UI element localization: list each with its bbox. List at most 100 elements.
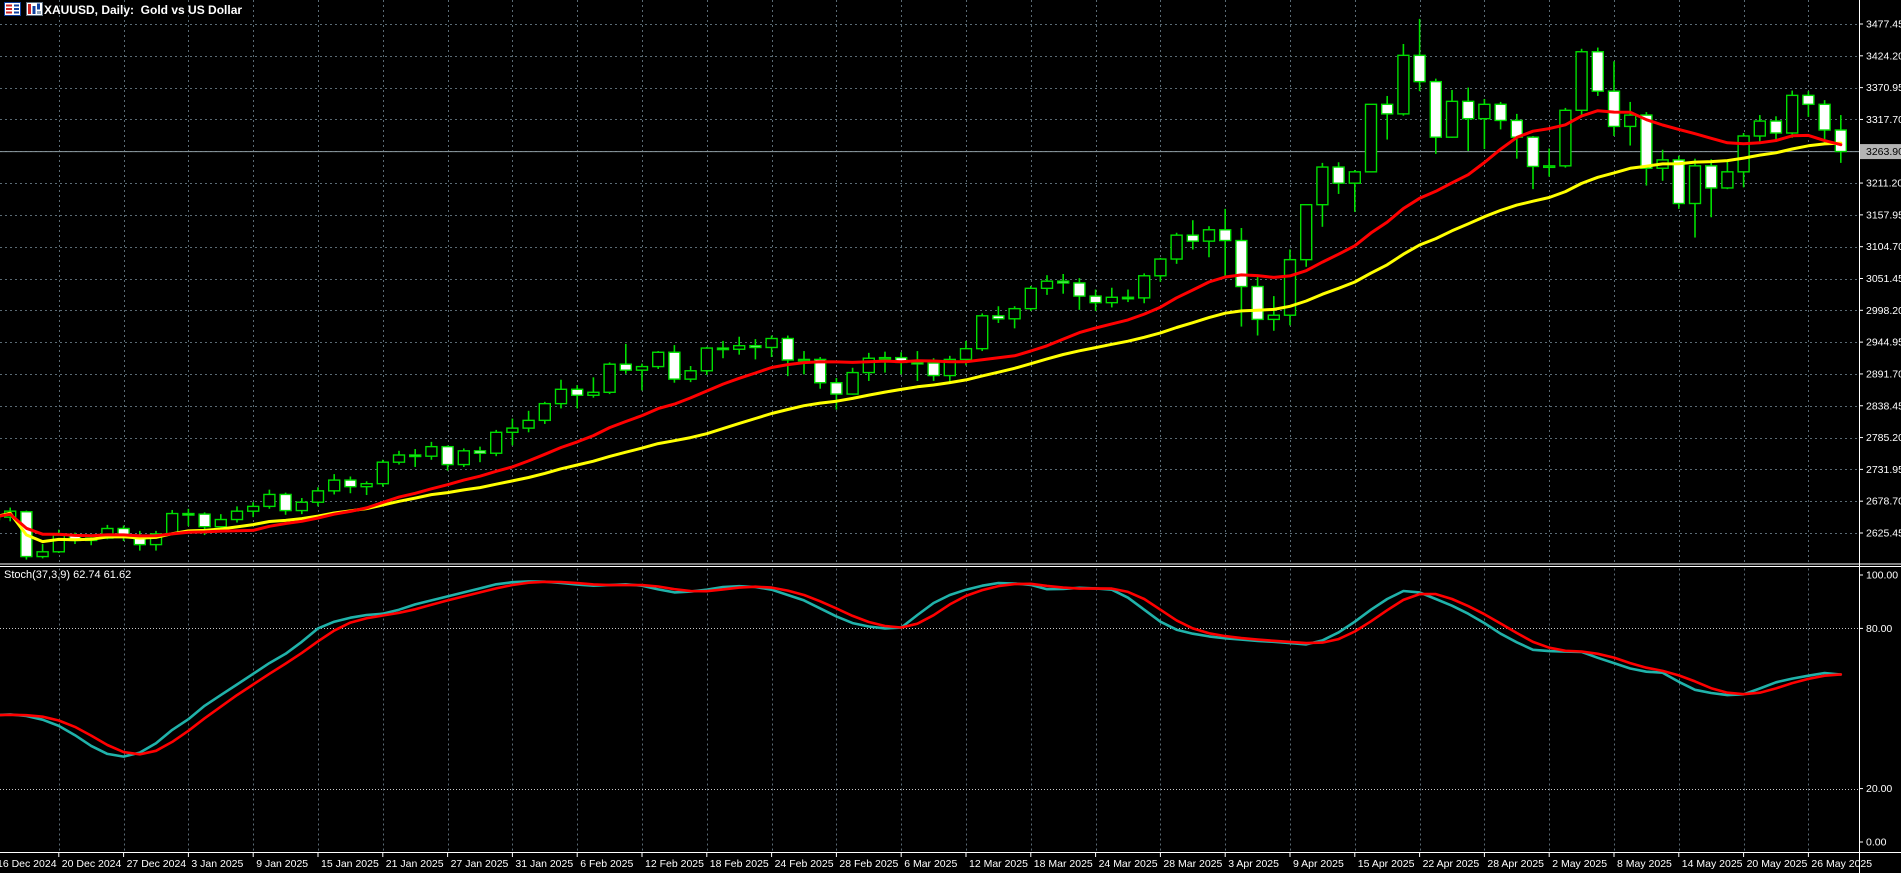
candle-bull [554,388,568,405]
candle-bear [1607,90,1621,128]
date-axis-label: 18 Feb 2025 [710,858,769,870]
candle-bull [797,358,811,362]
candle-bear [1640,114,1653,169]
candle-bull [1008,307,1021,320]
candle-bear [1591,51,1605,92]
candle-bull [1364,103,1378,173]
indicator-axis-label: 0.00 [1866,837,1887,849]
candle-bear [830,382,843,395]
candle-bull [149,533,163,546]
stochastic-main-line [0,580,1843,758]
candle-bull [1170,234,1183,260]
candle-bull [328,479,341,492]
candle-bull [1542,165,1556,169]
candle-bear [1802,94,1815,106]
candle-bear [668,351,681,380]
date-axis-label: 21 Jan 2025 [386,858,444,870]
stochastic-panel[interactable] [0,580,1843,758]
candle-bull [652,351,665,368]
candle-bull [1737,135,1750,173]
date-axis-label: 9 Apr 2025 [1293,858,1344,870]
candle-bull [684,370,697,380]
price-axis-label: 3211.20 [1866,178,1901,190]
candle-bear [911,361,924,365]
candle-bear [1413,54,1426,83]
candle-bear [1218,229,1232,242]
chart-title: XAUUSD, Daily: Gold vs US Dollar [44,3,243,17]
candle-bear [1769,120,1783,134]
candle-bear [1332,166,1345,184]
candle-bull [1316,166,1329,206]
candle-bull [1478,103,1491,120]
chart-corner-icons [4,2,43,16]
date-axis-label: 24 Mar 2025 [1099,858,1158,870]
date-axis-label: 31 Jan 2025 [515,858,573,870]
date-axis-label: 27 Jan 2025 [451,858,509,870]
candle-bull [538,402,551,422]
candle-bear [1429,80,1443,138]
date-axis-label: 28 Feb 2025 [839,858,898,870]
candle-bull [392,454,406,463]
candle-bull [1267,314,1281,321]
candle-bull [36,551,49,558]
candle-bear [198,513,211,528]
candle-bull [425,445,438,457]
candle-bull [587,391,600,396]
candle-bear [1089,295,1102,304]
date-axis-label: 3 Jan 2025 [191,858,243,870]
price-axis-label: 3424.20 [1866,50,1901,62]
candle-bull [635,365,649,371]
candle-bull [1785,94,1799,134]
candle-bull [1040,280,1054,290]
date-axis-label: 16 Dec 2024 [0,858,57,870]
candle-bear [279,493,292,512]
candle-bear [1818,103,1831,131]
candle-bull [263,493,276,508]
candle-bull [490,431,503,454]
candle-bull [1105,296,1119,304]
candle-bear [1526,136,1540,168]
candle-bull [976,315,989,350]
candle-bear [927,362,940,377]
candle-bull [878,356,892,360]
candle-bull [295,501,308,512]
candle-bear [473,450,487,454]
date-axis-label: 22 Apr 2025 [1423,858,1480,870]
date-axis[interactable]: 16 Dec 2024 20 Dec 2024 27 Dec 2024 3 Jan 2… [0,853,1872,870]
candle-bull [1753,120,1767,137]
price-axis[interactable]: 3477.453424.203370.953317.703264.453211.… [1859,19,1901,849]
indicator-axis-label: 80.00 [1866,623,1892,635]
price-axis-label: 2731.95 [1866,464,1901,476]
candle-bull [700,347,713,372]
candle-bear [814,358,827,384]
candle-bull [506,427,519,434]
date-axis-label: 2 May 2025 [1552,858,1607,870]
price-axis-label: 2678.70 [1866,496,1901,508]
candle-bull [862,357,875,374]
candle-bear [1073,282,1086,297]
main-price-panel[interactable] [0,18,1859,560]
candle-bull [246,505,260,512]
candle-bull [846,371,859,395]
candle-bear [781,337,794,361]
candle-bull [765,337,778,349]
grid-lines [0,0,1859,852]
candle-bull [457,450,470,466]
date-axis-label: 6 Feb 2025 [580,858,633,870]
candle-bull [1397,54,1410,115]
chart-bars-icon [26,2,43,16]
date-axis-label: 9 Jan 2025 [256,858,308,870]
candle-bear [441,445,454,466]
candle-bear [1056,280,1070,284]
candle-bear [1704,165,1718,189]
candle-bear [1380,103,1394,115]
candle-bear [1672,159,1686,205]
price-axis-label: 3051.45 [1866,273,1901,285]
date-axis-label: 28 Mar 2025 [1163,858,1222,870]
price-axis-label: 3477.45 [1866,19,1901,31]
candle-bull [1137,275,1151,299]
candle-bear [1186,234,1200,242]
